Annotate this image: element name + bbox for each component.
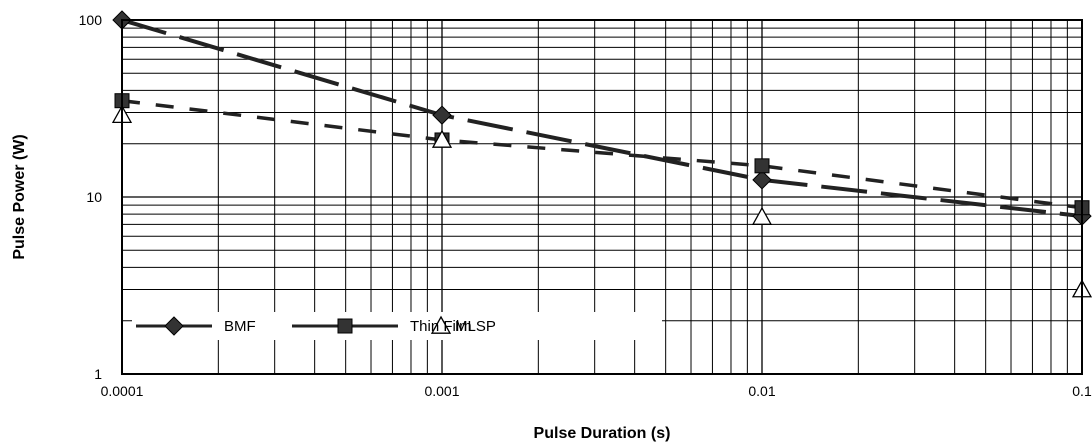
series-layer <box>111 10 1092 298</box>
y-axis-title: Pulse Power (W) <box>11 134 28 259</box>
legend-label-bmf: BMF <box>224 318 256 335</box>
legend-label-thin-film: Thin Film <box>410 318 472 335</box>
x-axis-title: Pulse Duration (s) <box>534 425 671 442</box>
x-tick-label: 0.01 <box>748 383 775 399</box>
x-tick-label: 0.001 <box>424 383 459 399</box>
y-tick-label: 10 <box>86 189 102 205</box>
series-line-thin-film <box>121 98 1083 210</box>
legend-marker-bmf <box>164 316 184 336</box>
x-tick-label: 0.1 <box>1072 383 1092 399</box>
y-tick-label: 100 <box>79 12 103 28</box>
legend-marker-mlsp <box>430 315 452 334</box>
data-point-mlsp <box>751 206 773 225</box>
data-point-bmf <box>752 170 772 190</box>
plot-frame <box>121 19 1083 375</box>
data-point-bmf <box>432 105 452 125</box>
legend-label-mlsp: MLSP <box>455 318 496 335</box>
data-point-mlsp <box>431 129 453 148</box>
legend: BMF Thin Film MLSP <box>132 312 662 340</box>
x-tick-label: 0.0001 <box>101 383 144 399</box>
legend-marks <box>136 315 452 336</box>
series-line-bmf <box>121 18 1083 219</box>
grid <box>122 20 1082 374</box>
tick-labels: 0.0001 0.001 0.01 0.1 1 10 100 <box>79 12 1092 399</box>
data-point-thin-film <box>754 158 770 174</box>
y-tick-label: 1 <box>94 366 102 382</box>
legend-marker-thin-film <box>337 318 353 334</box>
